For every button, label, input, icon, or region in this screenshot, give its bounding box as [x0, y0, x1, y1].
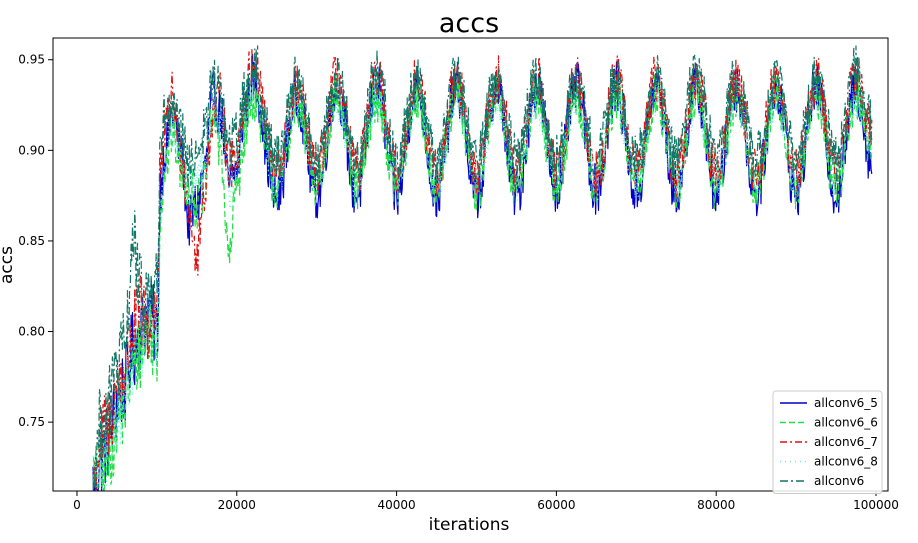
chart-title: accs — [439, 8, 499, 39]
y-tick-label: 0.75 — [18, 415, 45, 429]
y-tick-label: 0.95 — [18, 53, 45, 67]
series-line-allconv6-8 — [92, 67, 873, 491]
x-tick-label: 0 — [73, 498, 81, 512]
legend-label: allconv6_5 — [814, 396, 878, 410]
y-tick-label: 0.90 — [18, 143, 45, 157]
legend-label: allconv6_8 — [814, 455, 878, 469]
series-line-allconv6 — [92, 45, 873, 491]
legend-label: allconv6_7 — [814, 435, 878, 449]
legend-label: allconv6_6 — [814, 416, 878, 430]
y-axis: 0.75 0.80 0.85 0.90 0.95 — [18, 53, 53, 429]
x-tick-label: 80000 — [697, 498, 735, 512]
series-line-allconv6-7 — [92, 45, 873, 491]
y-tick-label: 0.85 — [18, 234, 45, 248]
y-axis-label: accs — [0, 246, 17, 284]
legend: allconv6_5 allconv6_6 allconv6_7 allconv6_8… — [772, 390, 883, 494]
y-tick-label: 0.80 — [18, 325, 45, 339]
x-tick-label: 60000 — [537, 498, 575, 512]
x-tick-label: 20000 — [218, 498, 256, 512]
legend-label: allconv6 — [814, 474, 864, 488]
legend-box — [772, 390, 883, 494]
x-axis-label: iterations — [429, 515, 510, 535]
plot-frame — [52, 37, 889, 492]
x-tick-label: 100000 — [853, 498, 899, 512]
x-tick-label: 40000 — [377, 498, 415, 512]
series-layer — [92, 45, 873, 491]
x-axis: 0 20000 40000 60000 80000 100000 — [73, 491, 899, 512]
